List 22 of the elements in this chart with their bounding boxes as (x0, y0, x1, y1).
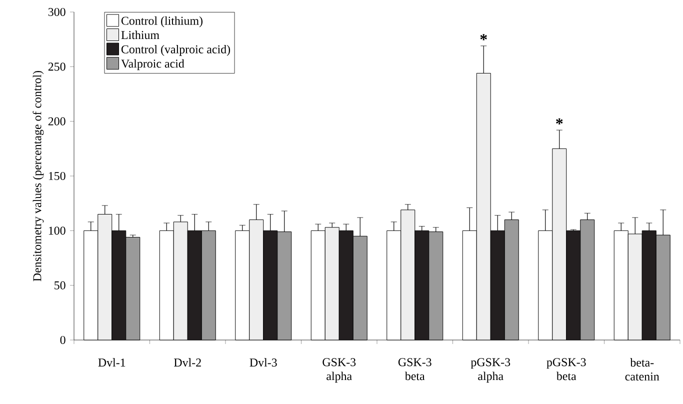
legend-label: Control (valproic acid) (121, 44, 230, 56)
y-tick-label: 50 (54, 281, 66, 290)
annotation: * (556, 118, 563, 124)
y-tick-label: 200 (48, 117, 66, 126)
y-tick-label: 0 (60, 336, 66, 344)
y-axis-title: Densitometry values (percentage of control) (32, 70, 44, 282)
annotation: * (480, 34, 487, 40)
x-tick-label: beta-catenin (625, 358, 660, 381)
x-tick-label: Dvl-2 (174, 358, 201, 367)
y-tick-label: 300 (48, 8, 66, 16)
y-tick-label: 250 (48, 62, 66, 71)
x-tick-label: Dvl-1 (98, 358, 126, 367)
y-tick-label: 150 (48, 172, 66, 180)
x-tick-label: GSK-3 alpha (322, 358, 356, 383)
legend-label: Valproic acid (121, 59, 184, 70)
x-tick-label: GSK-3 beta (398, 358, 432, 380)
x-tick-label: pGSK-3 alpha (470, 358, 510, 383)
legend-label: Control (lithium) (121, 16, 202, 28)
y-tick-label: 100 (48, 226, 66, 235)
x-tick-label: pGSK-3 beta (546, 358, 586, 380)
legend-label: Lithium (121, 30, 160, 40)
x-tick-label: Dvl-3 (250, 358, 277, 367)
